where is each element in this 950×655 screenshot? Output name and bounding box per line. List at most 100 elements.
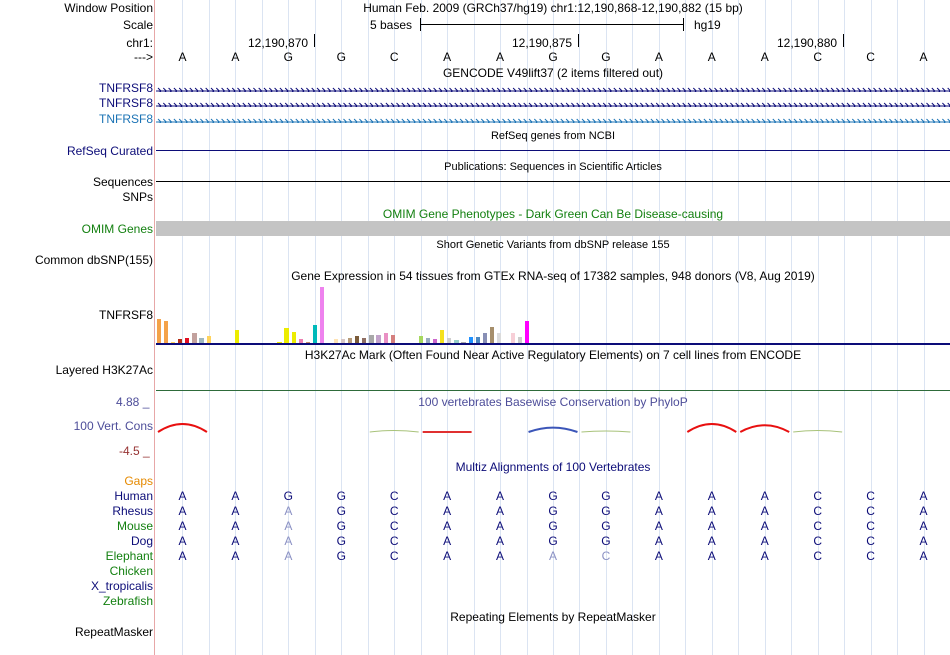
strand-chevron bbox=[571, 118, 576, 123]
strand-chevron bbox=[359, 118, 364, 123]
gtex-label[interactable]: TNFRSF8 bbox=[99, 308, 153, 322]
gtex-tissue-bar[interactable] bbox=[426, 338, 431, 345]
gtex-tissue-bar[interactable] bbox=[482, 333, 487, 345]
h3k27ac-track[interactable] bbox=[156, 390, 950, 391]
species-label[interactable]: Human bbox=[114, 489, 153, 503]
omim-label[interactable]: OMIM Genes bbox=[81, 222, 153, 236]
gtex-tissue-bar[interactable] bbox=[192, 333, 197, 345]
strand-chevron bbox=[544, 118, 549, 123]
grid-line bbox=[871, 0, 872, 655]
gencode-track-label-1[interactable]: TNFRSF8 bbox=[99, 81, 153, 95]
species-label[interactable]: Mouse bbox=[116, 519, 153, 533]
gencode-track-2[interactable] bbox=[156, 99, 950, 107]
gtex-tissue-bar[interactable] bbox=[489, 327, 494, 345]
gtex-tissue-bar[interactable] bbox=[511, 333, 516, 345]
gtex-tissue-bar[interactable] bbox=[341, 339, 346, 345]
gtex-tissue-bar[interactable] bbox=[206, 336, 211, 345]
sequences-label[interactable]: Sequences bbox=[92, 175, 153, 189]
gtex-tissue-bar[interactable] bbox=[164, 321, 169, 345]
gtex-tissue-bar[interactable] bbox=[334, 339, 339, 345]
gtex-tissue-bar[interactable] bbox=[199, 338, 204, 345]
gtex-tissue-bar[interactable] bbox=[234, 330, 240, 345]
strand-chevron bbox=[735, 118, 740, 123]
strand-chevron bbox=[311, 118, 316, 123]
gtex-tissue-bar[interactable] bbox=[390, 335, 395, 345]
strand-chevron bbox=[337, 102, 342, 107]
strand-chevron bbox=[581, 118, 586, 123]
gtex-tissue-bar[interactable] bbox=[418, 336, 424, 345]
strand-chevron bbox=[242, 118, 247, 123]
strand-chevron bbox=[454, 118, 459, 123]
refseq-label[interactable]: RefSeq Curated bbox=[66, 144, 153, 158]
sequences-track[interactable] bbox=[156, 181, 950, 182]
alignment-base: C bbox=[866, 519, 875, 533]
gtex-tissue-bar[interactable] bbox=[525, 321, 530, 345]
strand-chevron bbox=[502, 102, 507, 107]
strand-chevron bbox=[300, 87, 305, 92]
strand-chevron bbox=[205, 102, 210, 107]
alignment-base: G bbox=[601, 504, 611, 518]
strand-chevron bbox=[168, 87, 173, 92]
gtex-tissue-bar[interactable] bbox=[376, 335, 381, 345]
gtex-tissue-bar[interactable] bbox=[518, 337, 523, 345]
gencode-track-3[interactable] bbox=[156, 115, 950, 123]
refseq-track[interactable] bbox=[156, 150, 950, 151]
gencode-track-label-3[interactable]: TNFRSF8 bbox=[99, 112, 153, 126]
omim-track[interactable] bbox=[156, 221, 950, 236]
gtex-tissue-bar[interactable] bbox=[312, 325, 317, 345]
species-label[interactable]: Chicken bbox=[109, 564, 153, 578]
strand-chevron bbox=[173, 102, 178, 107]
gtex-tissue-bar[interactable] bbox=[291, 332, 296, 345]
gtex-tissue-bar[interactable] bbox=[298, 339, 303, 345]
grid-line bbox=[368, 0, 369, 655]
species-label[interactable]: Zebrafish bbox=[102, 594, 153, 608]
gtex-tissue-bar[interactable] bbox=[319, 287, 324, 345]
gtex-bar-chart[interactable] bbox=[156, 283, 950, 345]
gtex-tissue-bar[interactable] bbox=[383, 333, 388, 345]
gtex-tissue-bar[interactable] bbox=[355, 336, 360, 345]
strand-chevron bbox=[157, 102, 162, 107]
gtex-tissue-bar[interactable] bbox=[362, 338, 367, 345]
phylop-track[interactable] bbox=[156, 420, 950, 440]
strand-chevron bbox=[830, 118, 835, 123]
gtex-tissue-bar[interactable] bbox=[475, 337, 480, 345]
cons-label[interactable]: 100 Vert. Cons bbox=[73, 419, 153, 433]
gtex-tissue-bar[interactable] bbox=[496, 333, 501, 345]
gencode-track-label-2[interactable]: TNFRSF8 bbox=[99, 96, 153, 110]
snps-label[interactable]: SNPs bbox=[122, 190, 153, 204]
strand-chevron bbox=[274, 102, 279, 107]
gtex-tissue-bar[interactable] bbox=[178, 339, 183, 345]
gaps-label[interactable]: Gaps bbox=[124, 474, 153, 488]
strand-chevron bbox=[703, 118, 708, 123]
strand-chevron bbox=[692, 102, 698, 107]
strand-chevron bbox=[496, 87, 501, 92]
species-label[interactable]: Dog bbox=[130, 534, 153, 548]
gtex-tissue-bar[interactable] bbox=[454, 340, 459, 345]
gtex-tissue-bar[interactable] bbox=[157, 319, 162, 345]
gtex-tissue-bar[interactable] bbox=[433, 339, 438, 345]
strand-chevron bbox=[613, 102, 618, 107]
gencode-track-1[interactable] bbox=[156, 84, 950, 92]
dbsnp-label[interactable]: Common dbSNP(155) bbox=[34, 253, 153, 267]
species-label[interactable]: X_tropicalis bbox=[90, 579, 153, 593]
gtex-tissue-bar[interactable] bbox=[440, 330, 445, 345]
species-label[interactable]: Elephant bbox=[105, 549, 153, 563]
grid-line bbox=[474, 0, 475, 655]
phylop-score-mark bbox=[528, 426, 578, 433]
gtex-tissue-bar[interactable] bbox=[185, 338, 190, 345]
gtex-tissue-bar[interactable] bbox=[284, 328, 289, 345]
h3k27ac-label[interactable]: Layered H3K27Ac bbox=[55, 363, 153, 377]
strand-chevron bbox=[592, 87, 597, 92]
species-label[interactable]: Rhesus bbox=[112, 504, 153, 518]
gtex-tissue-bar[interactable] bbox=[468, 337, 473, 345]
strand-chevron bbox=[496, 102, 501, 107]
strand-chevron bbox=[523, 87, 528, 92]
alignment-base: A bbox=[707, 549, 716, 563]
tick-mark-2 bbox=[578, 34, 579, 47]
gtex-tissue-bar[interactable] bbox=[348, 338, 353, 345]
gtex-tissue-bar[interactable] bbox=[447, 338, 452, 345]
gtex-tissue-bar[interactable] bbox=[369, 335, 374, 345]
strand-chevron bbox=[645, 87, 650, 92]
repeatmasker-label[interactable]: RepeatMasker bbox=[74, 625, 153, 639]
